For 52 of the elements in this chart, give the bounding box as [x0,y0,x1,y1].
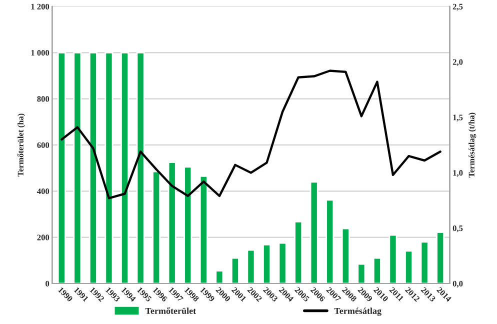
y-tick-label: 1 000 [31,50,50,56]
bar [168,162,176,284]
x-tick-label: 1998 [184,286,200,302]
bar [294,220,303,284]
y-tick-label: 1 200 [31,4,50,10]
bar [73,52,82,284]
bar [310,181,318,284]
bar [246,249,256,284]
bar [436,232,445,284]
y2-tick-label: 2,5 [452,4,463,11]
y-tick-label: 0 [46,280,50,286]
bar [120,52,130,284]
x-tick-label: 1999 [200,286,216,302]
y-axis-title: Termőterület (ha) [17,114,26,177]
x-tick-label: 2007 [326,286,342,302]
y-tick-label: 400 [37,188,50,194]
bar [262,244,272,284]
x-tick-label: 1995 [136,286,152,302]
x-tick-label: 1994 [121,286,136,302]
bar [184,166,192,284]
bar [215,270,224,284]
y2-tick-label: 2,0 [452,59,463,66]
bar [104,52,114,284]
legend-label: Termőterület [145,308,196,314]
bar [230,257,240,284]
bar [199,175,208,284]
bar [136,52,145,284]
line-series [60,70,442,200]
bar [341,228,350,284]
x-tick-label: 1990 [58,286,74,302]
bar [326,199,334,284]
x-tick-label: 1996 [152,286,168,302]
y2-axis-title: Termésátlag (t/ha) [468,112,476,178]
bar [404,250,414,284]
bar [57,52,66,284]
bar [88,52,98,284]
x-tick-label: 1997 [168,286,184,302]
bar [152,170,161,284]
y-tick-label: 800 [37,96,50,102]
bar [357,263,366,284]
bar [388,234,398,284]
bar [420,241,429,284]
legend-label: Termésátlag [334,308,382,316]
x-tick-label: 1993 [105,286,120,302]
y2-tick-label: 0,0 [452,280,463,288]
y-tick-label: 200 [37,234,50,240]
bar [372,257,382,284]
y-tick-label: 600 [37,142,50,148]
bar [278,242,287,284]
y2-tick-label: 1,5 [453,114,463,122]
y2-tick-label: 0,5 [452,225,463,232]
y2-tick-label: 1,0 [453,170,463,177]
